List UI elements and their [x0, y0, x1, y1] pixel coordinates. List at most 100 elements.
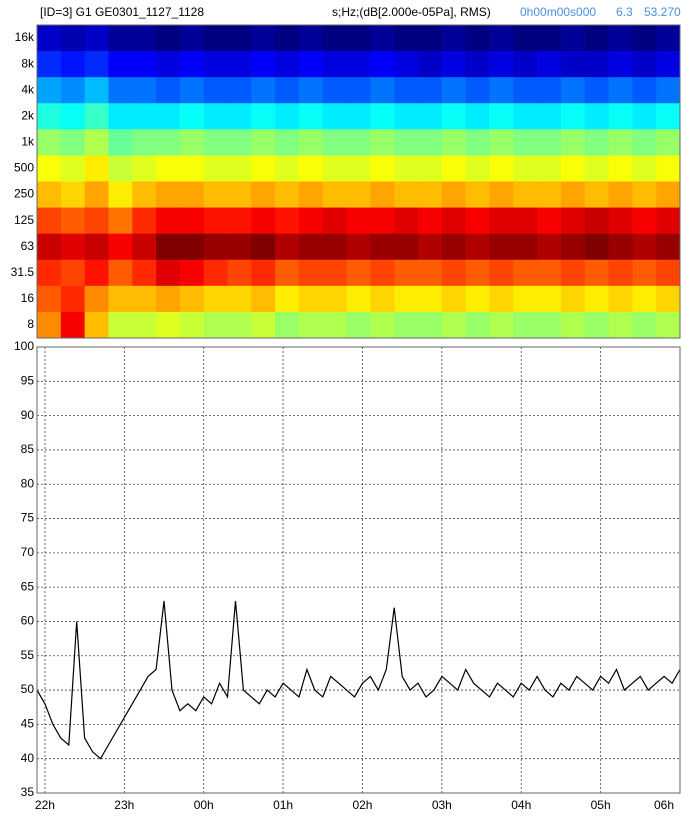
spectrogram-cell: [584, 259, 610, 287]
spectrogram-cell: [370, 77, 395, 104]
spectrogram-cell: [656, 207, 681, 235]
spectrogram-cell: [108, 25, 133, 52]
spectrogram-cell: [394, 77, 419, 104]
spectrogram-cell: [489, 181, 514, 209]
spectrogram-cell: [441, 285, 467, 313]
spectrogram-cell: [513, 207, 538, 235]
freq-label: 8k: [21, 56, 35, 70]
spectrogram-cell: [179, 311, 205, 339]
spectrogram-cell: [370, 207, 395, 235]
spectrogram-cell: [513, 285, 538, 313]
spectrogram-cell: [132, 285, 157, 313]
x-tick-label: 05h: [591, 798, 611, 812]
spectrogram-cell: [108, 103, 133, 130]
spectrogram-cell: [608, 259, 633, 287]
spectrogram-cell: [537, 259, 562, 287]
spectrogram-cell: [60, 25, 86, 52]
y-tick-label: 45: [21, 717, 35, 731]
spectrogram-cell: [418, 207, 443, 235]
spectrogram-cell: [156, 25, 181, 52]
spectrogram-cell: [322, 155, 348, 182]
spectrogram-cell: [346, 181, 371, 209]
spectrogram-cell: [489, 285, 514, 313]
spectrogram-cell: [560, 233, 586, 261]
spectrogram-cell: [560, 207, 586, 235]
freq-label: 2k: [21, 108, 35, 122]
spectrogram-cell: [179, 25, 205, 52]
spectrogram-cell: [370, 51, 395, 78]
units: s;Hz;(dB[2.000e-05Pa], RMS): [332, 5, 491, 19]
spectrogram-cell: [203, 233, 229, 261]
spectrogram-cell: [513, 259, 538, 287]
spectrogram-cell: [632, 181, 657, 209]
spectrogram-cell: [156, 129, 181, 156]
title: [ID=3] G1 GE0301_1127_1128: [40, 5, 204, 19]
y-tick-label: 75: [21, 511, 35, 525]
spectrogram-cell: [418, 233, 443, 261]
x-tick-label: 03h: [432, 798, 452, 812]
spectrogram-cell: [394, 259, 419, 287]
spectrogram-cell: [227, 285, 252, 313]
spectrogram-cell: [322, 311, 348, 339]
spectrogram-cell: [608, 51, 633, 78]
spectrogram-cell: [370, 155, 395, 182]
spectrogram-cell: [156, 233, 181, 261]
spectrogram-cell: [584, 129, 610, 156]
spectrogram-cell: [608, 77, 633, 104]
spectrogram-cell: [394, 129, 419, 156]
spectrogram-cell: [513, 25, 538, 52]
cursor-freq: 6.3: [616, 5, 633, 19]
spectrogram-cell: [203, 155, 229, 182]
spectrogram-cell: [132, 25, 157, 52]
spectrogram-cell: [322, 233, 348, 261]
spectrogram-cell: [132, 51, 157, 78]
spectrogram-cell: [203, 77, 229, 104]
spectrogram-cell: [418, 103, 443, 130]
spectrogram-cell: [84, 311, 109, 339]
spectrogram-cell: [37, 103, 62, 130]
spectrogram-cell: [560, 155, 586, 182]
spectrogram-cell: [84, 129, 109, 156]
spectrogram-cell: [370, 129, 395, 156]
spectrogram-cell: [465, 181, 490, 209]
spectrogram-cell: [179, 129, 205, 156]
spectrogram-cell: [156, 77, 181, 104]
spectrogram-cell: [584, 233, 610, 261]
spectrogram-cell: [513, 233, 538, 261]
x-tick-label: 22h: [35, 798, 55, 812]
x-tick-label: 02h: [352, 798, 372, 812]
y-tick-label: 55: [21, 648, 35, 662]
spectrogram-cell: [275, 233, 300, 261]
spectrogram-cell: [441, 233, 467, 261]
spectrogram-cell: [370, 285, 395, 313]
spectrogram-cell: [203, 103, 229, 130]
spectrogram-cell: [537, 25, 562, 52]
freq-label: 250: [14, 187, 34, 201]
spectrogram-cell: [418, 77, 443, 104]
cursor-time: 0h00m00s000: [520, 5, 596, 19]
spectrogram-cell: [156, 155, 181, 182]
spectrogram-cell: [489, 311, 514, 339]
spectrogram-cell: [298, 259, 324, 287]
spectrogram-cell: [537, 51, 562, 78]
spectrogram-cell: [418, 25, 443, 52]
spectrogram-cell: [156, 103, 181, 130]
spectrogram-cell: [84, 259, 109, 287]
spectrogram-cell: [465, 129, 490, 156]
spectrogram-cell: [656, 51, 681, 78]
spectrogram-cell: [84, 233, 109, 261]
spectrogram-cell: [632, 51, 657, 78]
spectrogram-cell: [156, 259, 181, 287]
spectrogram-cell: [251, 25, 276, 52]
spectrogram-cell: [584, 25, 610, 52]
spectrogram-cell: [322, 129, 348, 156]
spectrogram-cell: [251, 311, 276, 339]
spectrogram-cell: [179, 103, 205, 130]
spectrogram-cell: [370, 25, 395, 52]
spectrogram-cell: [632, 129, 657, 156]
spectrogram-cell: [251, 51, 276, 78]
spectrogram-cell: [489, 25, 514, 52]
spectrogram-cell: [60, 233, 86, 261]
spectrogram-cell: [322, 77, 348, 104]
spectrogram-cell: [84, 77, 109, 104]
